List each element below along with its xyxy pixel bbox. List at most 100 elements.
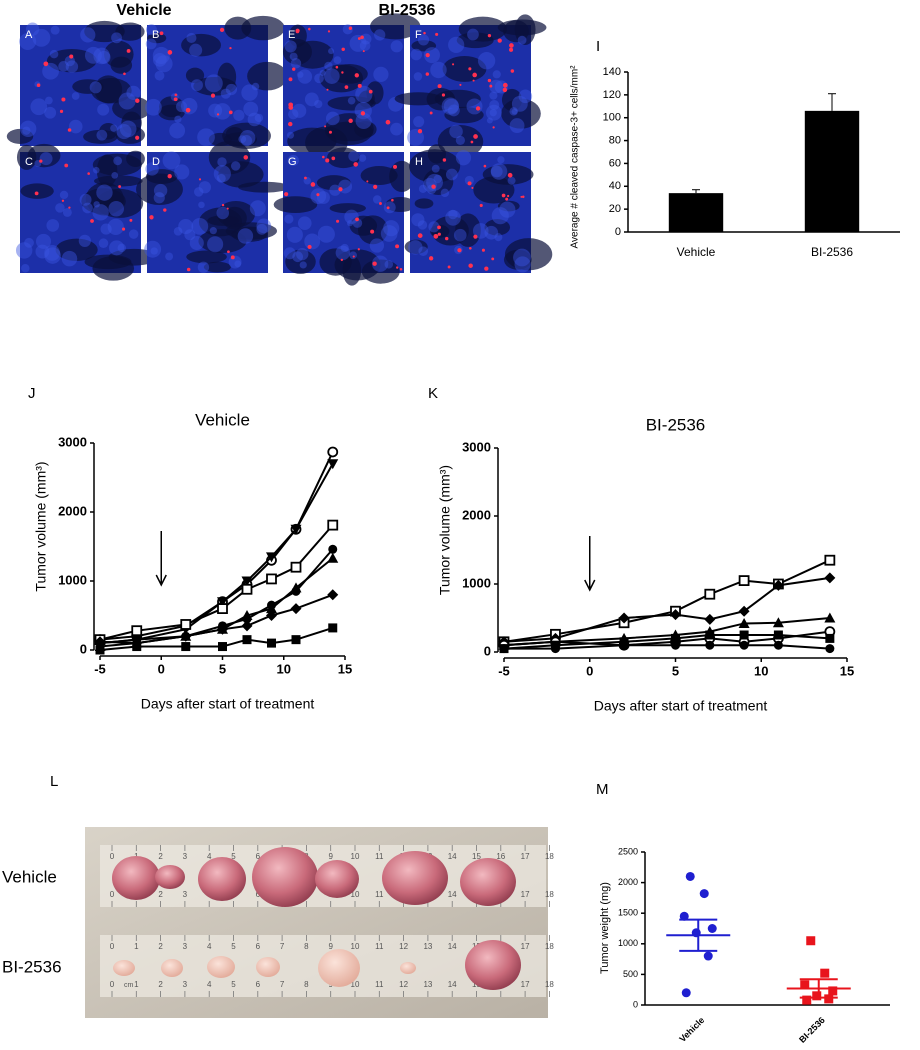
dark-region bbox=[514, 14, 536, 45]
red-cell bbox=[379, 202, 382, 205]
marker bbox=[705, 640, 715, 650]
texture bbox=[418, 246, 429, 256]
texture bbox=[509, 107, 518, 116]
bar bbox=[804, 110, 860, 232]
red-cell bbox=[479, 203, 483, 208]
marker bbox=[806, 936, 816, 946]
red-cell bbox=[167, 50, 173, 55]
y-tick-label: 2500 bbox=[618, 846, 638, 856]
x-axis-label: Days after start of treatment bbox=[141, 696, 315, 712]
tumor bbox=[161, 959, 183, 977]
marker bbox=[802, 995, 812, 1005]
texture bbox=[97, 50, 111, 64]
dark-region bbox=[84, 20, 125, 43]
marker bbox=[241, 610, 253, 620]
texture bbox=[145, 24, 157, 36]
texture bbox=[117, 243, 127, 253]
y-tick-label: 100 bbox=[603, 112, 621, 124]
red-cell bbox=[331, 156, 336, 161]
ruler-label: 3 bbox=[183, 942, 188, 951]
marker bbox=[180, 630, 192, 642]
red-cell bbox=[288, 121, 293, 127]
dark-region bbox=[327, 147, 360, 169]
texture bbox=[359, 40, 371, 51]
red-cell bbox=[475, 106, 481, 111]
red-cell bbox=[417, 233, 423, 238]
texture bbox=[44, 247, 61, 264]
micrograph: E bbox=[282, 13, 421, 159]
texture bbox=[288, 109, 299, 120]
marker bbox=[800, 980, 810, 990]
red-cell bbox=[481, 248, 485, 252]
red-cell bbox=[373, 184, 378, 189]
red-cell bbox=[520, 195, 523, 198]
texture bbox=[240, 135, 253, 147]
texture bbox=[349, 251, 357, 260]
tumor bbox=[382, 851, 448, 905]
texture bbox=[486, 117, 493, 124]
dark-region bbox=[414, 198, 434, 209]
ruler-label: 14 bbox=[448, 942, 457, 951]
texture bbox=[239, 129, 256, 146]
texture bbox=[207, 236, 224, 253]
tumor bbox=[460, 858, 516, 906]
texture bbox=[233, 109, 245, 121]
texture bbox=[453, 228, 467, 242]
texture bbox=[256, 223, 268, 235]
ruler-label: 11 bbox=[375, 980, 384, 989]
red-cell bbox=[437, 232, 441, 236]
texture bbox=[348, 150, 360, 162]
ruler-label: 1 bbox=[134, 980, 139, 989]
texture bbox=[491, 207, 509, 225]
texture bbox=[25, 22, 40, 36]
tumor bbox=[252, 847, 318, 907]
dark-region bbox=[291, 40, 334, 69]
texture bbox=[80, 27, 96, 43]
texture bbox=[180, 97, 198, 115]
texture bbox=[220, 88, 231, 99]
micrograph: A bbox=[6, 20, 152, 146]
red-cell bbox=[357, 248, 360, 251]
ruler-label: 11 bbox=[375, 942, 384, 951]
panel-letter: D bbox=[152, 156, 160, 168]
texture bbox=[292, 103, 307, 118]
red-cell bbox=[435, 32, 439, 36]
ruler-label: 10 bbox=[351, 980, 360, 989]
ruler-unit: cm bbox=[124, 982, 134, 989]
texture bbox=[355, 85, 373, 104]
y-tick-label: 1000 bbox=[462, 575, 491, 590]
dark-region bbox=[434, 89, 481, 109]
marker bbox=[820, 968, 830, 978]
texture bbox=[32, 28, 51, 47]
dark-region bbox=[324, 113, 374, 146]
marker bbox=[671, 633, 680, 643]
red-cell bbox=[34, 191, 39, 196]
texture bbox=[297, 216, 312, 230]
ruler-label: 6 bbox=[256, 942, 261, 951]
dark-region bbox=[273, 196, 318, 214]
texture bbox=[178, 219, 194, 235]
dark-region bbox=[329, 203, 366, 214]
texture bbox=[230, 161, 241, 171]
ruler-label: 3 bbox=[183, 980, 188, 989]
red-cell bbox=[354, 73, 359, 78]
micrograph: G bbox=[273, 147, 416, 286]
marker bbox=[773, 640, 783, 650]
red-cell bbox=[447, 265, 451, 269]
marker bbox=[217, 603, 228, 614]
red-cell bbox=[87, 172, 90, 175]
red-cell bbox=[316, 193, 320, 197]
texture bbox=[329, 184, 341, 196]
texture bbox=[316, 191, 330, 205]
marker bbox=[681, 988, 691, 998]
texture bbox=[430, 61, 447, 79]
texture bbox=[44, 106, 57, 119]
texture bbox=[152, 46, 170, 65]
ruler-label: 7 bbox=[280, 942, 285, 951]
arrow-head bbox=[155, 574, 167, 587]
ruler-label: 14 bbox=[448, 852, 457, 861]
texture bbox=[186, 32, 197, 44]
red-cell bbox=[307, 244, 312, 250]
ruler-label: 4 bbox=[207, 852, 212, 861]
